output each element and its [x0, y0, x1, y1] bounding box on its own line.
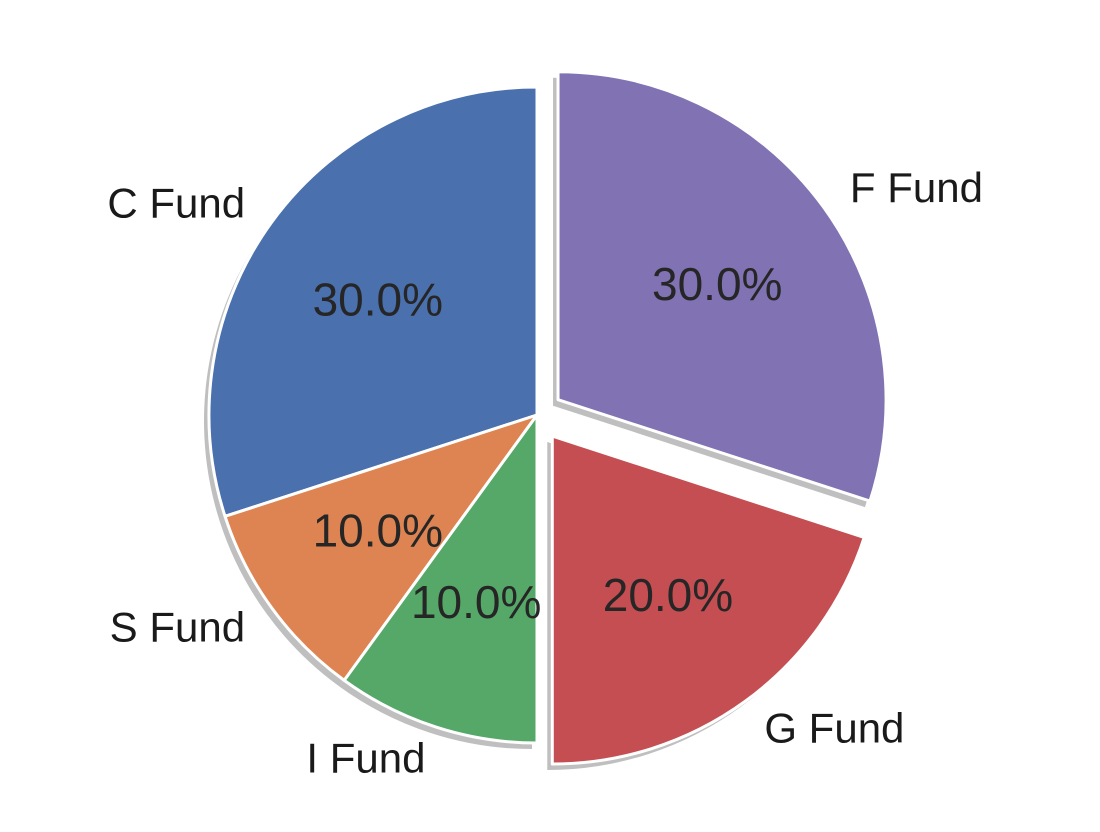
category-label-i-fund: I Fund — [306, 735, 425, 782]
category-label-f-fund: F Fund — [850, 164, 983, 211]
percent-label-i-fund: 10.0% — [411, 576, 541, 628]
slice-c-fund — [207, 85, 539, 518]
percent-label-s-fund: 10.0% — [313, 505, 443, 557]
slice-layer — [207, 70, 888, 766]
label-layer: C Fund 30.0% S Fund 10.0% I Fund 10.0% G Fund 2… — [107, 164, 983, 781]
percent-label-f-fund: 30.0% — [652, 258, 782, 310]
percent-label-g-fund: 20.0% — [603, 569, 733, 621]
category-label-g-fund: G Fund — [764, 704, 904, 751]
percent-label-c-fund: 30.0% — [313, 273, 443, 325]
slice-s-fund — [223, 413, 539, 682]
slice-i-fund — [342, 413, 539, 745]
category-label-s-fund: S Fund — [110, 604, 245, 651]
slice-g-fund — [550, 434, 866, 766]
category-label-c-fund: C Fund — [107, 179, 245, 226]
slice-f-fund — [556, 70, 888, 503]
